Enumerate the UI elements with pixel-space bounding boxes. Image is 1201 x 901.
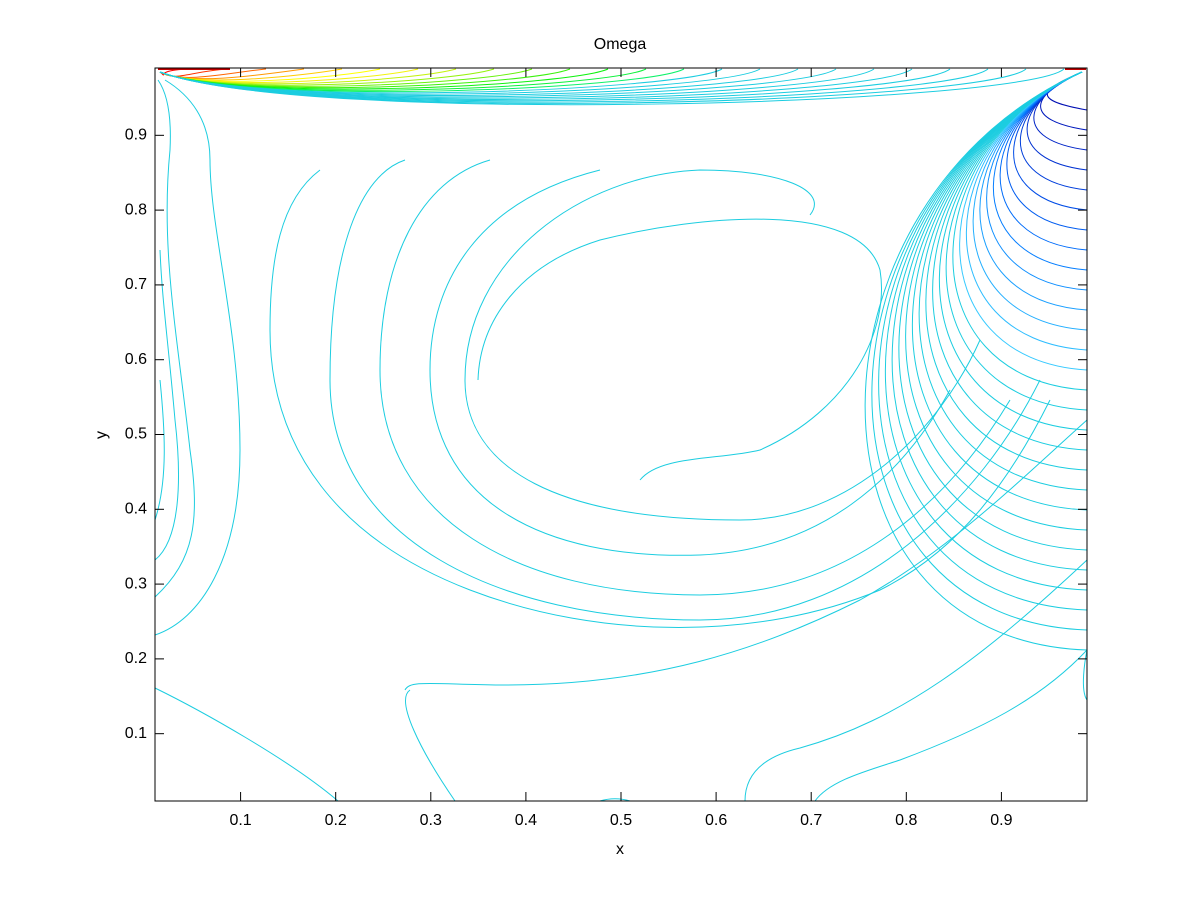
contour-line — [871, 71, 1088, 631]
contour-line — [986, 71, 1088, 291]
contour-line — [999, 71, 1088, 251]
contour-line — [945, 71, 1088, 411]
y-tick-label: 0.3 — [125, 575, 147, 592]
contour-line — [154, 79, 241, 636]
contour-line — [905, 71, 1088, 531]
contour-line — [1082, 649, 1088, 701]
contour-line — [952, 71, 1088, 391]
contour-line — [972, 71, 1088, 331]
contour-line — [329, 159, 1041, 621]
contour-line — [159, 68, 1065, 106]
contour-line — [154, 687, 339, 802]
y-tick-label: 0.4 — [125, 501, 147, 518]
y-tick-label: 0.5 — [125, 426, 147, 443]
contour-line — [925, 71, 1088, 471]
contour-line — [154, 379, 165, 521]
y-axis-label: y — [93, 431, 110, 439]
contour-line — [992, 71, 1088, 271]
contour-line — [429, 169, 951, 556]
contour-line — [379, 159, 1011, 596]
contour-line — [404, 419, 1088, 691]
contour-lines — [154, 68, 1088, 802]
contour-line — [599, 798, 631, 802]
contour-line — [878, 71, 1088, 611]
x-tick-label: 0.7 — [800, 812, 822, 829]
y-tick-label: 0.8 — [125, 201, 147, 218]
contour-line — [814, 649, 1088, 802]
chart-title: Omega — [594, 36, 647, 53]
x-tick-label: 0.8 — [895, 812, 917, 829]
plot-area — [155, 68, 1087, 801]
x-tick-label: 0.3 — [420, 812, 442, 829]
contour-line — [965, 71, 1088, 351]
contour-line — [932, 71, 1088, 451]
contour-line — [885, 71, 1088, 591]
contour-line — [959, 71, 1088, 371]
x-tick-label: 0.1 — [229, 812, 251, 829]
x-tick-label: 0.4 — [515, 812, 537, 829]
contour-line — [464, 169, 981, 521]
x-axis-label: x — [616, 841, 624, 858]
y-tick-label: 0.6 — [125, 351, 147, 368]
x-tick-label: 0.6 — [705, 812, 727, 829]
x-tick-label: 0.9 — [990, 812, 1012, 829]
contour-line — [405, 689, 456, 802]
contour-line — [744, 559, 1088, 802]
contour-line — [938, 71, 1088, 431]
contour-line — [918, 71, 1088, 491]
y-tick-label: 0.7 — [125, 276, 147, 293]
contour-line — [154, 79, 195, 598]
contour-line — [269, 169, 1051, 628]
contour-line — [477, 218, 882, 481]
x-tick-label: 0.2 — [325, 812, 347, 829]
y-tick-label: 0.1 — [125, 725, 147, 742]
contour-line — [898, 71, 1088, 551]
contour-line — [891, 71, 1088, 571]
contour-line — [154, 249, 179, 561]
y-tick-label: 0.9 — [125, 127, 147, 144]
contour-line — [912, 71, 1088, 511]
contour-line — [864, 71, 1088, 651]
y-tick-label: 0.2 — [125, 650, 147, 667]
x-tick-label: 0.5 — [610, 812, 632, 829]
